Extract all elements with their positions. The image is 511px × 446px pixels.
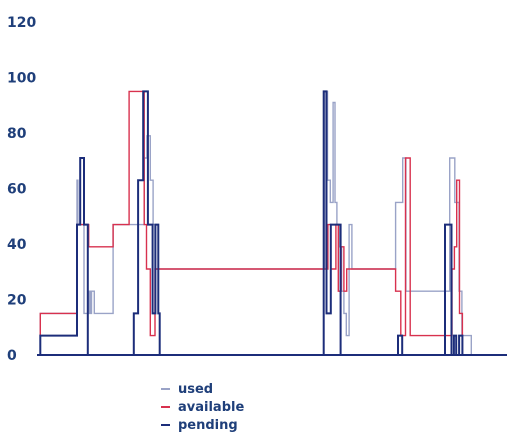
y-tick-label: 120 — [7, 15, 36, 31]
series-line-pending — [37, 90, 507, 356]
series-line-used — [37, 90, 507, 356]
y-tick-label: 100 — [7, 71, 36, 87]
chart-canvas: 0 20 40 60 80 100 120 — [7, 15, 507, 364]
legend-label-available: available — [178, 399, 245, 415]
y-tick-label: 80 — [7, 126, 27, 142]
legend-label-pending: pending — [178, 417, 238, 433]
legend-swatch-used — [161, 388, 170, 390]
legend-swatch-available — [161, 406, 170, 408]
legend-item-used: used — [161, 380, 244, 398]
legend: used available pending — [161, 380, 244, 434]
legend-item-available: available — [161, 398, 244, 416]
y-tick-label: 0 — [7, 348, 17, 364]
series-line-available — [37, 90, 507, 356]
series-lines — [37, 90, 507, 356]
y-tick-label: 60 — [7, 182, 27, 198]
legend-swatch-pending — [161, 424, 170, 426]
legend-label-used: used — [178, 381, 214, 397]
y-axis-ticks: 0 20 40 60 80 100 120 — [7, 15, 36, 364]
y-tick-label: 20 — [7, 293, 27, 309]
y-tick-label: 40 — [7, 237, 27, 253]
legend-item-pending: pending — [161, 416, 244, 434]
